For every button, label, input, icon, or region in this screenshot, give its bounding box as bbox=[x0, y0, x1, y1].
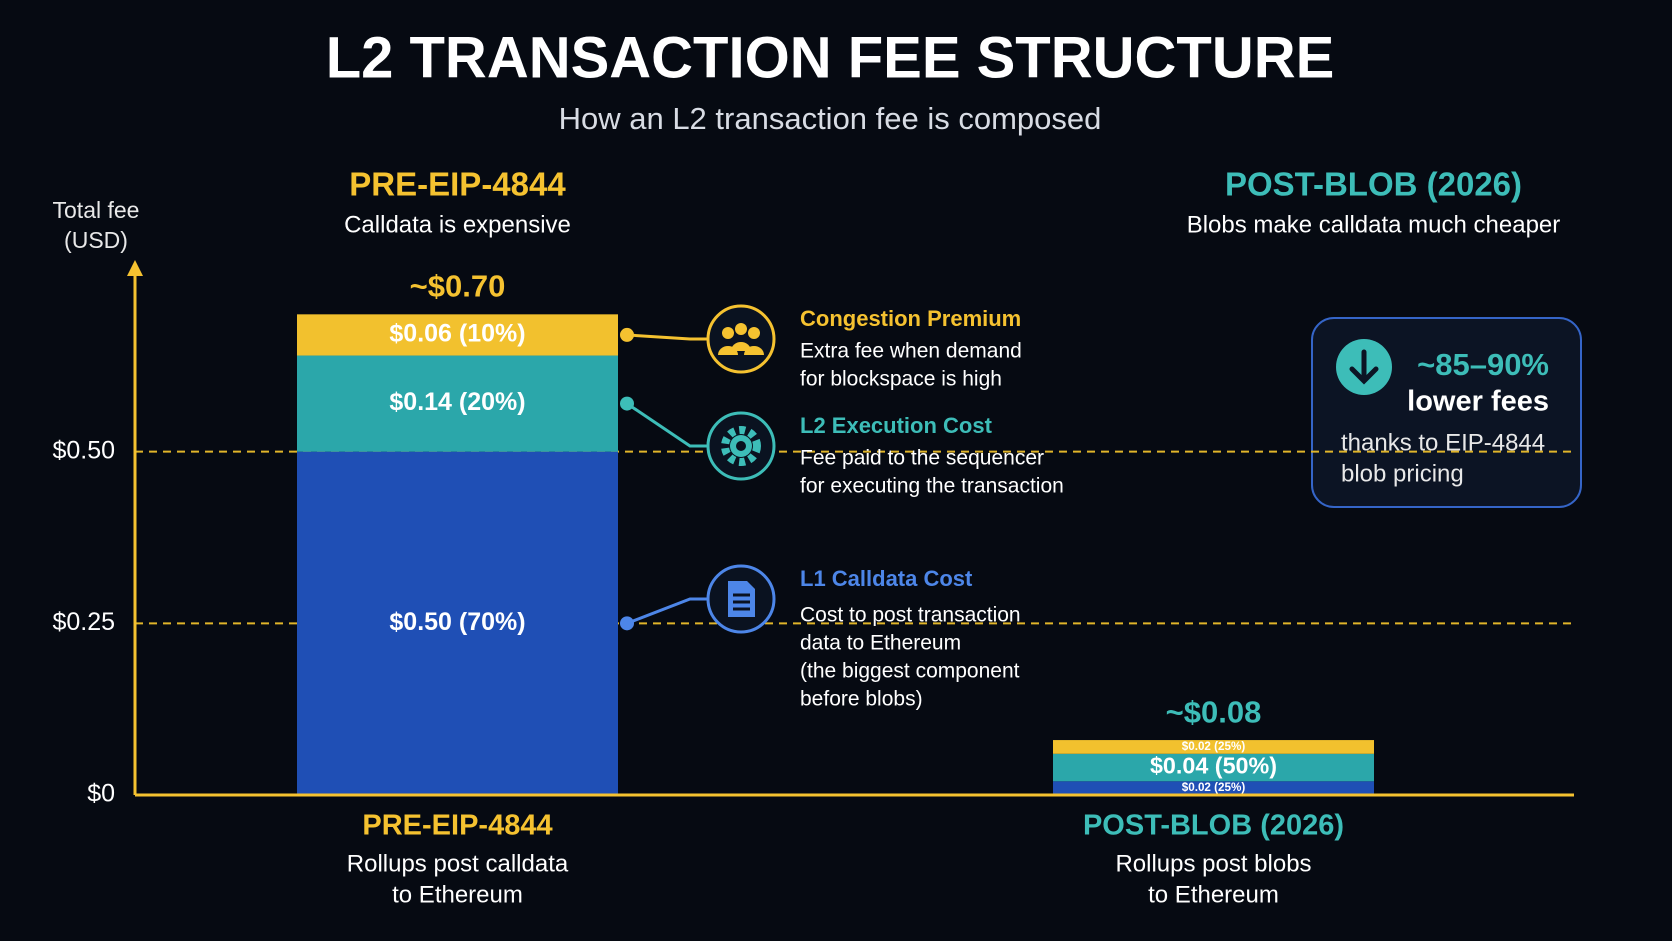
legend-description: for blockspace is high bbox=[800, 368, 1002, 391]
icon-part bbox=[731, 342, 751, 351]
icon-part bbox=[728, 581, 755, 617]
y-tick-label: $0.50 bbox=[52, 436, 115, 464]
chart-subtitle: How an L2 transaction fee is composed bbox=[559, 101, 1102, 136]
bar-value-label: $0.50 (70%) bbox=[389, 608, 525, 636]
y-axis-label: Total fee bbox=[53, 197, 140, 223]
bar-segment bbox=[297, 314, 618, 356]
bar-value-label: $0.06 (10%) bbox=[389, 320, 525, 348]
icon-part bbox=[736, 441, 746, 451]
legend-description: Cost to post transaction bbox=[800, 604, 1021, 627]
category-header: POST-BLOB (2026) bbox=[1225, 166, 1522, 203]
total-label: ~$0.08 bbox=[1166, 694, 1262, 729]
category-footer-note: Rollups post blobs bbox=[1115, 850, 1311, 877]
connector-line bbox=[626, 402, 707, 448]
legend-label: L1 Calldata Cost bbox=[800, 566, 973, 591]
legend-description: Extra fee when demand bbox=[800, 340, 1022, 363]
callout-headline: ~85–90% bbox=[1417, 347, 1549, 382]
bar-value-label: $0.14 (20%) bbox=[389, 388, 525, 416]
legend-label: Congestion Premium bbox=[800, 306, 1021, 331]
bar-segment bbox=[297, 355, 618, 452]
category-header: PRE-EIP-4844 bbox=[349, 166, 566, 203]
legend-description: for executing the transaction bbox=[800, 475, 1064, 498]
legend-label: L2 Execution Cost bbox=[800, 413, 993, 438]
legend-description: (the biggest component bbox=[800, 660, 1020, 683]
bar-segment bbox=[1053, 781, 1374, 795]
y-tick-label: $0 bbox=[87, 780, 115, 808]
icon-glyph bbox=[718, 323, 764, 355]
bar-value-label: $0.02 (25%) bbox=[1182, 740, 1246, 753]
callout-note: blob pricing bbox=[1341, 460, 1464, 487]
x-tick-label: POST-BLOB (2026) bbox=[1083, 810, 1344, 842]
icon-glyph bbox=[721, 426, 761, 466]
bar-value-label: $0.02 (25%) bbox=[1182, 781, 1246, 794]
icon-part bbox=[722, 327, 734, 339]
callout-subline: lower fees bbox=[1407, 386, 1549, 418]
total-label: ~$0.70 bbox=[410, 269, 506, 304]
category-footer-note: to Ethereum bbox=[1148, 881, 1279, 908]
legend-description: data to Ethereum bbox=[800, 632, 961, 655]
chart-title: L2 TRANSACTION FEE STRUCTURE bbox=[326, 25, 1335, 90]
category-footer-note: to Ethereum bbox=[392, 881, 523, 908]
bar-segment bbox=[297, 451, 618, 795]
category-header-note: Calldata is expensive bbox=[344, 211, 571, 238]
bar-segment bbox=[1053, 753, 1374, 782]
icon-part bbox=[748, 327, 760, 339]
bar-value-label: $0.04 (50%) bbox=[1150, 753, 1277, 779]
legend-description: Fee paid to the sequencer bbox=[800, 447, 1044, 470]
icon-part bbox=[721, 426, 761, 466]
legend-icon bbox=[706, 304, 776, 374]
bar-segment bbox=[1053, 740, 1374, 754]
x-tick-label: PRE-EIP-4844 bbox=[362, 810, 552, 842]
y-axis-label: (USD) bbox=[64, 227, 128, 253]
icon-glyph bbox=[728, 581, 755, 617]
connector-line bbox=[626, 597, 707, 625]
down-arrow bbox=[1349, 349, 1379, 385]
connector-line bbox=[626, 333, 707, 341]
y-tick-label: $0.25 bbox=[52, 608, 115, 636]
category-footer-note: Rollups post calldata bbox=[347, 850, 569, 877]
y-axis-arrow bbox=[127, 260, 143, 276]
legend-description: before blobs) bbox=[800, 688, 923, 711]
category-header-note: Blobs make calldata much cheaper bbox=[1187, 211, 1561, 238]
icon-part bbox=[735, 323, 747, 335]
